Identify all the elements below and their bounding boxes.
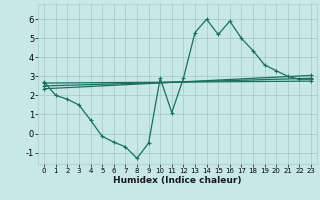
X-axis label: Humidex (Indice chaleur): Humidex (Indice chaleur) bbox=[113, 176, 242, 185]
